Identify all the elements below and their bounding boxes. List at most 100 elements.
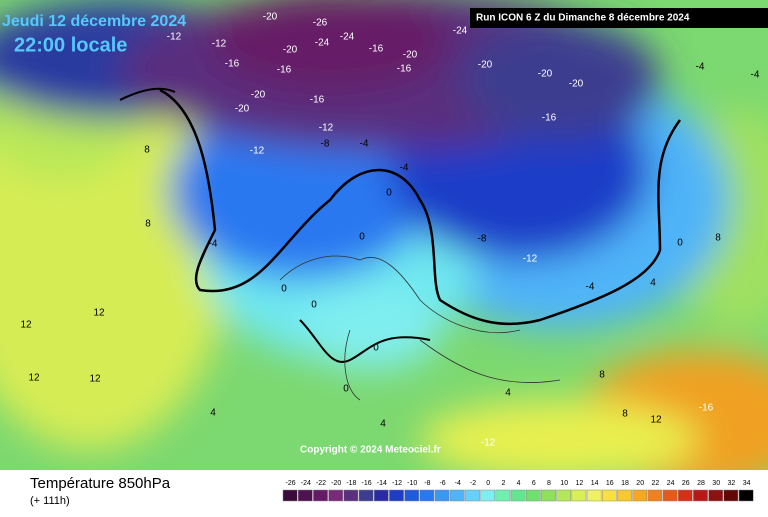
contour-label: -16 xyxy=(310,95,325,106)
colorbar-label: 12 xyxy=(576,480,584,487)
colorbar-label: -14 xyxy=(377,480,387,487)
contour-label: -20 xyxy=(478,60,493,71)
colorbar-label: -24 xyxy=(301,480,311,487)
colorbar-label: 2 xyxy=(501,480,505,487)
colorbar-swatch xyxy=(601,489,617,502)
contour-label: 12 xyxy=(93,308,105,319)
colorbar-label: 28 xyxy=(697,480,705,487)
colorbar-swatch xyxy=(708,489,724,502)
contour-label: 8 xyxy=(145,219,151,230)
contour-label: -12 xyxy=(523,254,538,265)
contour-label: 8 xyxy=(599,370,605,381)
colorbar-swatch xyxy=(632,489,648,502)
contour-label: -12 xyxy=(212,39,227,50)
colorbar-label: -6 xyxy=(439,480,445,487)
contour-label: 4 xyxy=(380,419,386,430)
run-label: Run ICON 6 Z du Dimanche 8 décembre 2024 xyxy=(476,13,690,24)
colorbar-swatch xyxy=(328,489,344,502)
contour-label: -4 xyxy=(696,62,705,73)
colorbar-label: -8 xyxy=(424,480,430,487)
colorbar-swatch xyxy=(556,489,572,502)
contour-label: 12 xyxy=(28,373,40,384)
colorbar-label: 34 xyxy=(743,480,751,487)
contour-label: -16 xyxy=(542,113,557,124)
contour-label: 0 xyxy=(373,343,379,354)
isotherm xyxy=(159,88,682,326)
colorbar-swatch xyxy=(480,489,496,502)
colorbar-swatch xyxy=(571,489,587,502)
colorbar-swatch xyxy=(358,489,374,502)
colorbar-swatch xyxy=(297,489,313,502)
coastline xyxy=(279,255,561,401)
contour-labels: -20-26-24-20-24-16-20-24-20-20-20-16-16-… xyxy=(20,12,759,449)
colorbar-swatch xyxy=(723,489,739,502)
contour-label: -12 xyxy=(319,123,334,134)
contour-label: -4 xyxy=(400,163,409,174)
colorbar-swatch xyxy=(541,489,556,502)
colorbar-label: -16 xyxy=(362,480,372,487)
footer-subtitle: (+ 111h) xyxy=(30,495,70,507)
contour-label: 4 xyxy=(650,278,656,289)
contour-label: -20 xyxy=(538,69,553,80)
colorbar-swatch xyxy=(449,489,465,502)
contour-label: 8 xyxy=(622,409,628,420)
colorbar-swatch xyxy=(373,489,389,502)
contour-label: -12 xyxy=(481,438,496,449)
colorbar-swatch xyxy=(662,489,678,502)
colorbar-label: 16 xyxy=(606,480,614,487)
colorbar-swatch xyxy=(693,489,708,502)
colorbar-swatch xyxy=(525,489,541,502)
colorbar-label: -10 xyxy=(407,480,417,487)
colorbar-swatch xyxy=(313,489,328,502)
contour-label: 0 xyxy=(386,188,392,199)
colorbar-label: 18 xyxy=(621,480,629,487)
colorbar-label: 32 xyxy=(728,480,736,487)
isotherm xyxy=(299,319,431,363)
contour-label: -12 xyxy=(250,146,265,157)
run-box xyxy=(470,8,768,28)
colorbar-label: -2 xyxy=(470,480,476,487)
colorbar-swatch xyxy=(647,489,663,502)
colorbar-swatch xyxy=(404,489,420,502)
colorbar-swatch xyxy=(343,489,359,502)
contour-label: 0 xyxy=(359,232,365,243)
colorbar-swatch xyxy=(617,489,632,502)
colorbar-label: 14 xyxy=(591,480,599,487)
contour-label: 0 xyxy=(281,284,287,295)
contour-label: -24 xyxy=(340,32,355,43)
date-label: Jeudi 12 décembre 2024 xyxy=(2,13,186,30)
contour-label: -24 xyxy=(453,26,468,37)
contour-label: -24 xyxy=(315,38,330,49)
contour-label: 0 xyxy=(311,300,317,311)
contour-label: -4 xyxy=(586,282,595,293)
contour-label: -16 xyxy=(699,403,714,414)
contour-label: 12 xyxy=(650,415,662,426)
time-label: 22:00 locale xyxy=(14,34,127,56)
contour-label: -20 xyxy=(569,79,584,90)
contour-label: -20 xyxy=(403,50,418,61)
contour-label: 4 xyxy=(505,388,511,399)
contour-label: 8 xyxy=(144,145,150,156)
colorbar-label: 0 xyxy=(486,480,490,487)
colorbar: -26 -24 -22 -20 -18 -16 -14 -12 -10 -8 -6 -4 -2 0 2 4 6 8… xyxy=(282,480,754,502)
contour-label: -20 xyxy=(283,45,298,56)
contour-label: 12 xyxy=(20,320,32,331)
colorbar-swatch xyxy=(282,489,298,502)
colorbar-label: 30 xyxy=(712,480,720,487)
colorbar-swatch xyxy=(586,489,602,502)
contour-label: -4 xyxy=(209,239,218,250)
contour-label: -16 xyxy=(277,65,292,76)
colorbar-label: -4 xyxy=(455,480,461,487)
colorbar-label: -22 xyxy=(316,480,326,487)
contour-label: 0 xyxy=(343,384,349,395)
colorbar-label: -18 xyxy=(346,480,356,487)
colorbar-label: -20 xyxy=(331,480,341,487)
contour-label: -16 xyxy=(397,64,412,75)
colorbar-label: 20 xyxy=(636,480,644,487)
colorbar-swatch xyxy=(434,489,450,502)
contour-label: -20 xyxy=(263,12,278,23)
isotherm xyxy=(119,87,176,101)
contour-label: -8 xyxy=(478,234,487,245)
contour-label: 0 xyxy=(677,238,683,249)
